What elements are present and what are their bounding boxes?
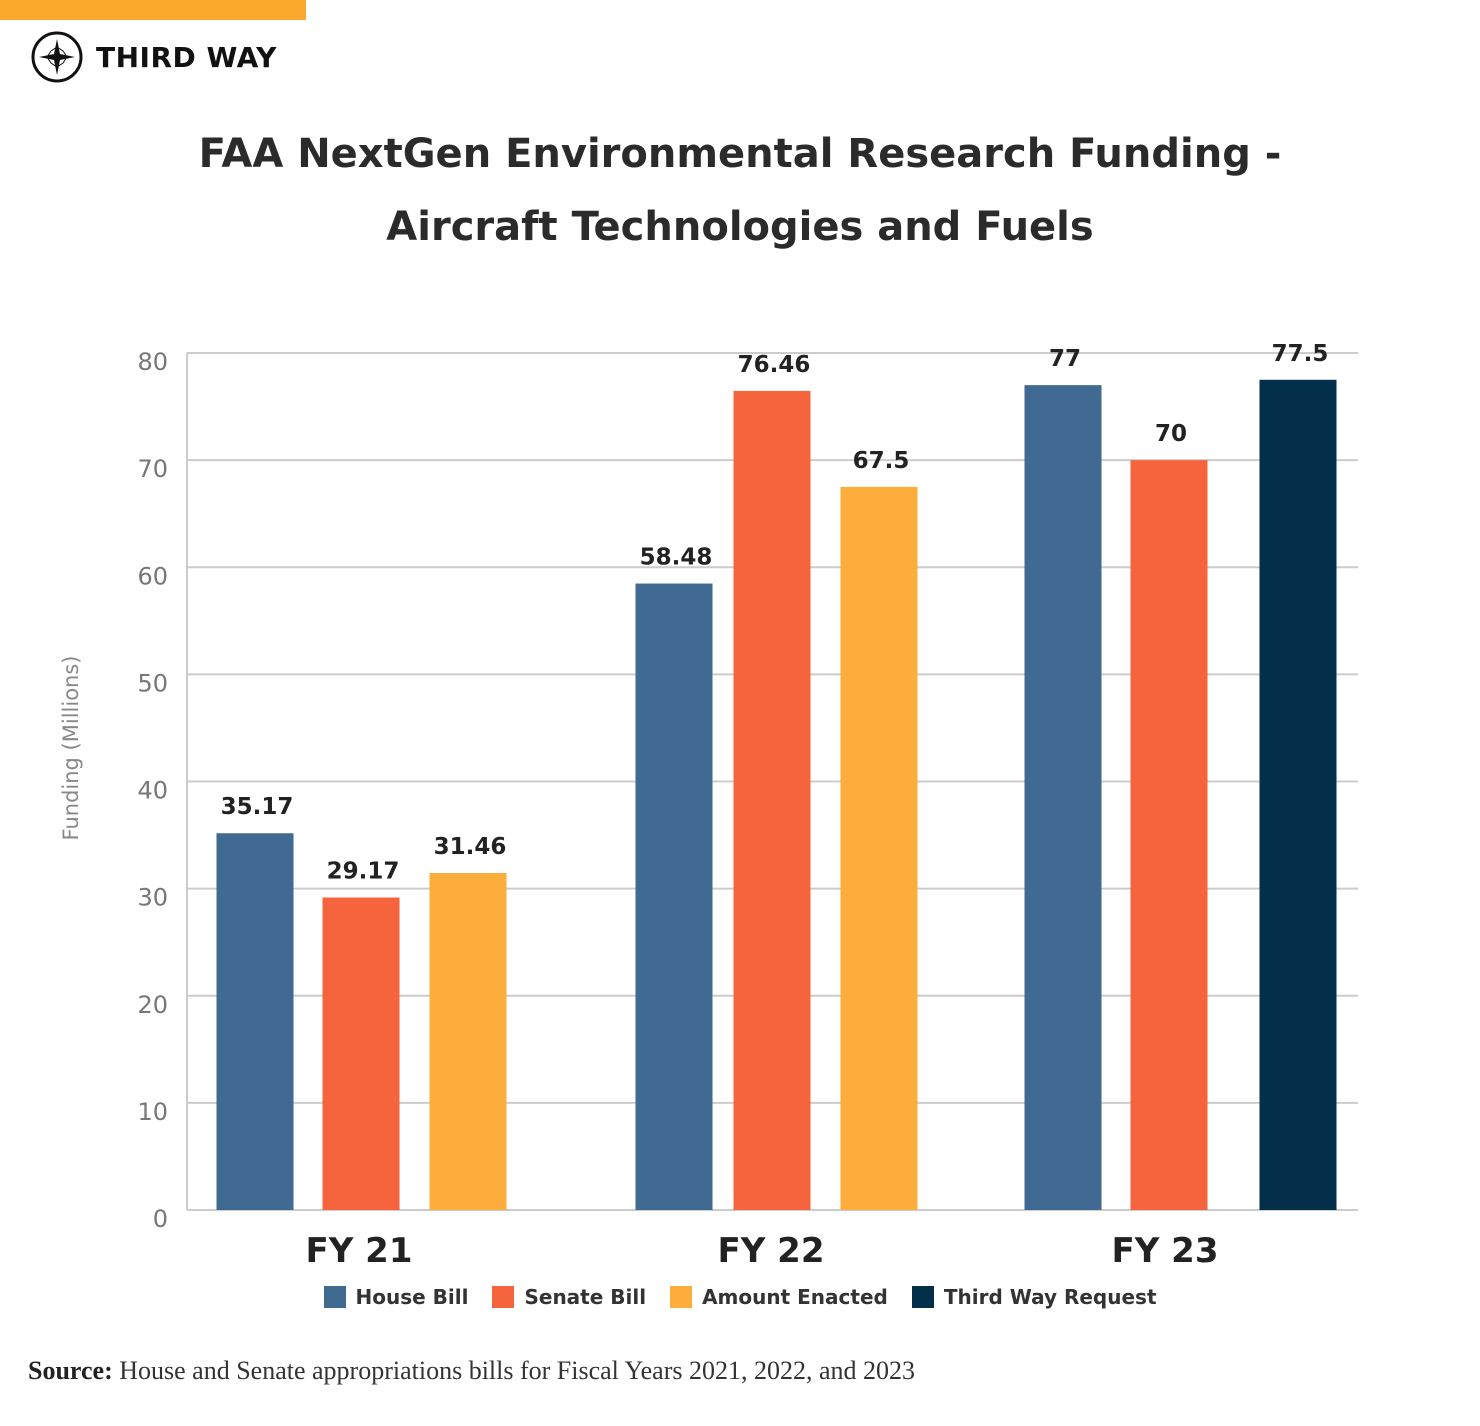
y-tick-label: 30 [137,884,168,912]
legend-swatch [492,1286,515,1308]
y-tick-label: 0 [153,1205,168,1233]
accent-bar [0,0,306,20]
data-label: 58.48 [640,545,713,571]
legend-swatch [911,1286,934,1308]
data-label: 70 [1155,421,1187,447]
chart-title: FAA NextGen Environmental Research Fundi… [0,118,1480,264]
legend-swatch [670,1286,693,1308]
legend-item-amount-enacted: Amount Enacted [670,1285,888,1309]
y-tick-label: 60 [137,562,168,590]
y-tick-label: 40 [137,777,168,805]
data-label: 76.46 [738,352,811,378]
bar [840,486,918,1210]
legend-label: Senate Bill [524,1285,647,1309]
legend-swatch [323,1286,346,1308]
y-tick-label: 20 [137,991,168,1019]
source-note: Source: House and Senate appropriations … [28,1356,915,1386]
bar [635,583,713,1210]
source-label: Source: [28,1356,113,1385]
legend-label: Amount Enacted [702,1285,888,1309]
y-tick-label: 10 [137,1098,168,1126]
data-label: 77.5 [1272,341,1329,367]
chart-title-line-2: Aircraft Technologies and Fuels [386,204,1094,250]
x-category-label: FY 22 [718,1231,825,1271]
legend-item-third-way-request: Third Way Request [911,1285,1157,1309]
legend-label: Third Way Request [943,1285,1157,1309]
legend-label: House Bill [355,1285,469,1309]
legend-item-house-bill: House Bill [323,1285,469,1309]
bar [733,390,811,1210]
data-label: 31.46 [434,834,507,860]
bar [1130,460,1208,1210]
data-label: 29.17 [327,859,400,885]
bar [1024,385,1102,1210]
chart-legend: House Bill Senate Bill Amount Enacted Th… [0,1285,1480,1309]
chart-title-line-1: FAA NextGen Environmental Research Fundi… [198,131,1282,177]
y-axis-title: Funding (Millions) [59,656,83,841]
data-label: 67.5 [853,448,910,474]
x-category-label: FY 23 [1112,1231,1219,1271]
bar [216,833,294,1210]
source-text: House and Senate appropriations bills fo… [119,1356,916,1385]
brand-name: THIRD WAY [96,40,277,74]
x-category-label: FY 21 [306,1231,413,1271]
data-label: 35.17 [221,794,294,820]
compass-star-icon [31,31,83,83]
legend-item-senate-bill: Senate Bill [492,1285,646,1309]
y-tick-label: 80 [137,348,168,376]
bar-chart: 0 10 20 30 40 50 60 70 80 Funding (Millions) 35.17… [59,341,1358,1271]
bar [322,897,400,1210]
bar [1259,379,1337,1210]
bar [429,872,507,1210]
brand-logo: THIRD WAY [30,30,277,84]
data-label: 77 [1049,346,1081,372]
y-tick-label: 70 [137,455,168,483]
y-tick-label: 50 [137,669,168,697]
